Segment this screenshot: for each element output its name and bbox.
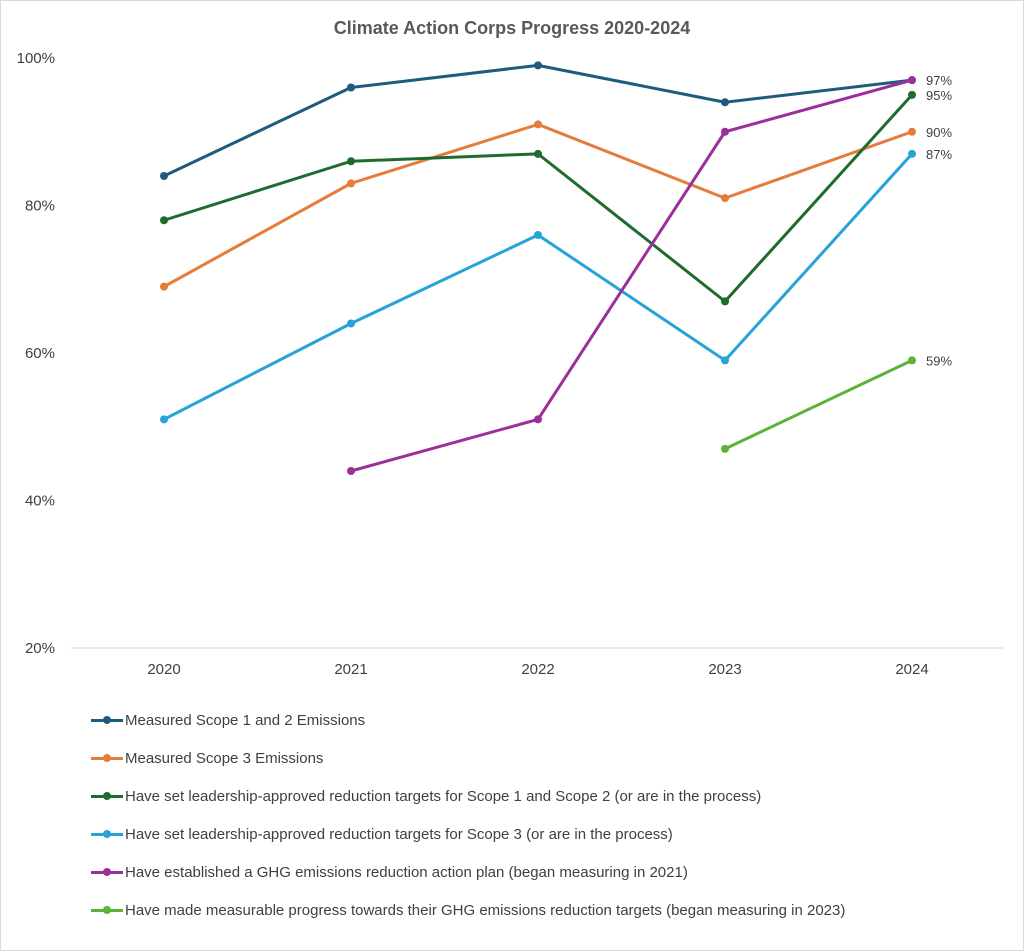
data-point (534, 149, 542, 158)
series-3 (160, 90, 916, 306)
data-point (908, 90, 916, 99)
y-tick-label: 80% (25, 198, 55, 215)
series-6 (721, 356, 916, 453)
data-point (160, 282, 168, 291)
data-point (160, 216, 168, 225)
data-point (347, 83, 355, 92)
y-tick-label: 20% (25, 640, 55, 657)
legend-item: Have made measurable progress towards th… (91, 903, 991, 941)
x-tick-label: 2021 (334, 661, 367, 678)
data-point (908, 127, 916, 136)
legend-label: Have made measurable progress towards th… (125, 902, 846, 919)
series-line (724, 359, 913, 451)
data-point (347, 157, 355, 166)
legend-item: Measured Scope 3 Emissions (91, 751, 991, 789)
series-1 (160, 61, 916, 180)
data-point (534, 415, 542, 424)
data-label: 95% (926, 88, 952, 103)
legend-label: Have set leadership-approved reduction t… (125, 826, 673, 843)
data-label: 90% (926, 125, 952, 140)
legend-item: Have set leadership-approved reduction t… (91, 789, 991, 827)
legend-swatch (91, 713, 123, 727)
y-axis: 20% 40% 60% 80% 100% (17, 50, 55, 657)
data-point (908, 76, 916, 85)
data-point (721, 127, 729, 136)
data-labels: 90% 95% 87% 97% 59% (926, 73, 952, 368)
legend-label: Measured Scope 1 and 2 Emissions (125, 712, 366, 729)
data-point (347, 319, 355, 328)
legend: Measured Scope 1 and 2 Emissions Measured… (91, 713, 991, 941)
y-tick-label: 40% (25, 493, 55, 510)
data-point (908, 149, 916, 158)
data-point (721, 297, 729, 306)
data-point (347, 467, 355, 475)
legend-swatch (91, 903, 123, 917)
y-tick-label: 100% (17, 50, 55, 67)
x-tick-label: 2020 (147, 661, 180, 678)
series-line (163, 122, 913, 288)
series-4 (160, 149, 916, 424)
data-point (160, 172, 168, 180)
legend-swatch (91, 751, 123, 765)
legend-label: Have set leadership-approved reduction t… (125, 788, 762, 805)
x-tick-label: 2024 (895, 661, 928, 678)
data-point (721, 356, 729, 365)
series-line (350, 78, 913, 473)
legend-item: Have set leadership-approved reduction t… (91, 827, 991, 865)
data-point (160, 415, 168, 424)
x-tick-label: 2022 (521, 661, 554, 678)
y-tick-label: 60% (25, 345, 55, 362)
legend-swatch (91, 827, 123, 841)
data-point (721, 98, 729, 107)
legend-item: Measured Scope 1 and 2 Emissions (91, 713, 991, 751)
legend-swatch (91, 865, 123, 879)
legend-label: Have established a GHG emissions reducti… (125, 864, 688, 881)
chart-title: Climate Action Corps Progress 2020-2024 (334, 18, 690, 38)
data-point (534, 61, 542, 70)
data-label: 87% (926, 147, 952, 162)
data-label: 97% (926, 73, 952, 88)
series-layer (160, 61, 916, 475)
x-axis: 2020 2021 2022 2023 2024 (147, 661, 928, 678)
data-point (347, 179, 355, 188)
data-point (534, 120, 542, 129)
series-line (163, 152, 914, 421)
data-point (908, 356, 916, 365)
legend-swatch (91, 789, 123, 803)
data-label: 59% (926, 353, 952, 368)
data-point (534, 231, 542, 239)
legend-label: Measured Scope 3 Emissions (125, 750, 324, 767)
x-tick-label: 2023 (708, 661, 741, 678)
series-5 (347, 76, 916, 475)
data-point (721, 194, 729, 203)
series-2 (160, 120, 916, 291)
legend-item: Have established a GHG emissions reducti… (91, 865, 991, 903)
data-point (721, 444, 729, 453)
